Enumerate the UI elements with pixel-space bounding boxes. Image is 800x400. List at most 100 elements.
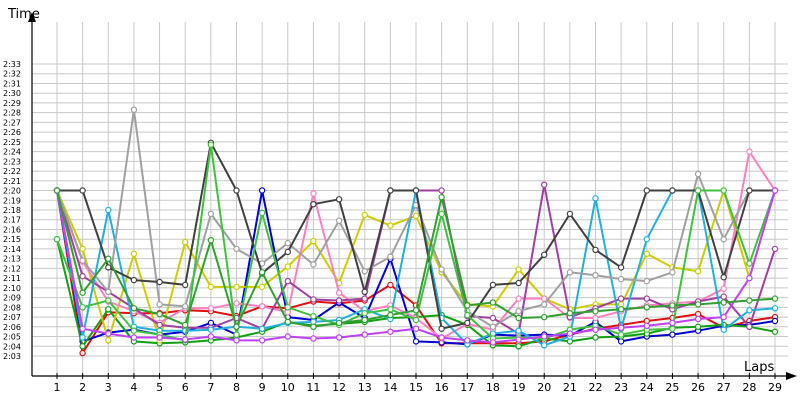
y-tick-label: 2:15 <box>3 235 21 244</box>
data-point <box>105 337 112 344</box>
data-point <box>79 289 86 296</box>
y-tick-label: 2:21 <box>3 177 21 186</box>
data-point <box>694 315 702 323</box>
data-point <box>617 295 625 302</box>
data-point <box>258 269 266 276</box>
data-point <box>361 268 368 275</box>
data-point <box>771 295 779 302</box>
data-point <box>130 106 138 113</box>
data-point <box>669 269 676 276</box>
y-tick-label: 2:16 <box>3 225 21 234</box>
data-point <box>79 257 86 264</box>
data-point <box>156 334 163 341</box>
data-point <box>592 246 599 254</box>
y-tick-label: 2:30 <box>3 89 21 98</box>
data-point <box>207 305 215 312</box>
data-point <box>746 274 753 282</box>
x-tick-label: 2 <box>79 381 86 394</box>
data-point <box>489 339 497 346</box>
data-point <box>541 251 548 258</box>
data-point <box>592 334 599 341</box>
x-tick-label: 18 <box>486 381 500 394</box>
y-tick-label: 2:29 <box>3 99 21 108</box>
x-tick-label: 23 <box>614 381 628 394</box>
data-point <box>361 211 368 219</box>
data-point <box>335 319 343 327</box>
x-tick-label: 19 <box>512 381 526 394</box>
data-point <box>541 342 548 349</box>
series-layer <box>53 106 779 357</box>
data-point <box>130 327 138 334</box>
data-point <box>310 237 317 245</box>
data-point <box>258 187 266 194</box>
data-point <box>720 285 727 292</box>
data-point <box>489 281 497 289</box>
x-tick-label: 17 <box>460 381 474 394</box>
data-point <box>105 330 112 337</box>
x-tick-label: 6 <box>182 381 189 394</box>
data-point <box>515 327 522 334</box>
data-point <box>515 314 522 322</box>
data-point <box>438 194 445 201</box>
data-point <box>438 325 445 332</box>
data-point <box>361 288 368 295</box>
data-point <box>130 276 138 284</box>
data-point <box>181 321 189 329</box>
data-point <box>105 297 112 304</box>
data-point <box>566 210 574 218</box>
x-tick-label: 21 <box>563 381 577 394</box>
data-point <box>412 325 420 332</box>
data-point <box>643 277 651 285</box>
data-point <box>284 333 291 340</box>
data-point <box>592 272 599 279</box>
data-point <box>617 275 625 283</box>
data-point <box>105 255 112 262</box>
data-point <box>361 331 368 338</box>
y-tick-label: 2:26 <box>3 128 21 137</box>
y-tick-label: 2:06 <box>3 323 21 332</box>
x-tick-label: 4 <box>130 381 137 394</box>
data-point <box>464 311 471 319</box>
data-point <box>592 195 599 202</box>
data-point <box>207 283 215 291</box>
data-point <box>79 245 86 253</box>
data-point <box>412 307 420 314</box>
data-point <box>694 170 702 178</box>
y-tick-label: 2:19 <box>3 196 21 205</box>
data-point <box>438 187 445 194</box>
data-point <box>361 310 368 317</box>
data-point <box>310 335 317 342</box>
data-point <box>387 311 394 319</box>
x-tick-label: 3 <box>105 381 112 394</box>
data-point <box>156 278 163 286</box>
x-tick-label: 14 <box>383 381 397 394</box>
data-point <box>643 295 651 302</box>
data-point <box>464 319 471 327</box>
y-tick-label: 2:24 <box>3 148 21 157</box>
y-tick-label: 2:27 <box>3 118 21 127</box>
data-point <box>79 325 86 332</box>
x-tick-label: 13 <box>358 381 372 394</box>
y-tick-label: 2:33 <box>3 60 21 69</box>
y-tick-label: 2:12 <box>3 264 21 273</box>
data-point <box>284 277 291 285</box>
data-point <box>643 187 651 194</box>
y-tick-label: 2:31 <box>3 79 21 88</box>
data-point <box>156 321 163 329</box>
data-point <box>258 283 266 291</box>
data-point <box>387 328 394 335</box>
data-point <box>617 324 625 331</box>
y-tick-label: 2:28 <box>3 109 21 118</box>
data-point <box>79 273 86 280</box>
data-point <box>746 323 753 330</box>
data-point <box>694 301 702 308</box>
data-point <box>79 304 86 311</box>
data-point <box>566 330 574 337</box>
data-point <box>412 338 420 345</box>
data-point <box>746 307 753 314</box>
data-point <box>258 325 266 332</box>
series-8 <box>53 106 779 330</box>
data-point <box>746 260 753 267</box>
data-point <box>694 323 702 330</box>
